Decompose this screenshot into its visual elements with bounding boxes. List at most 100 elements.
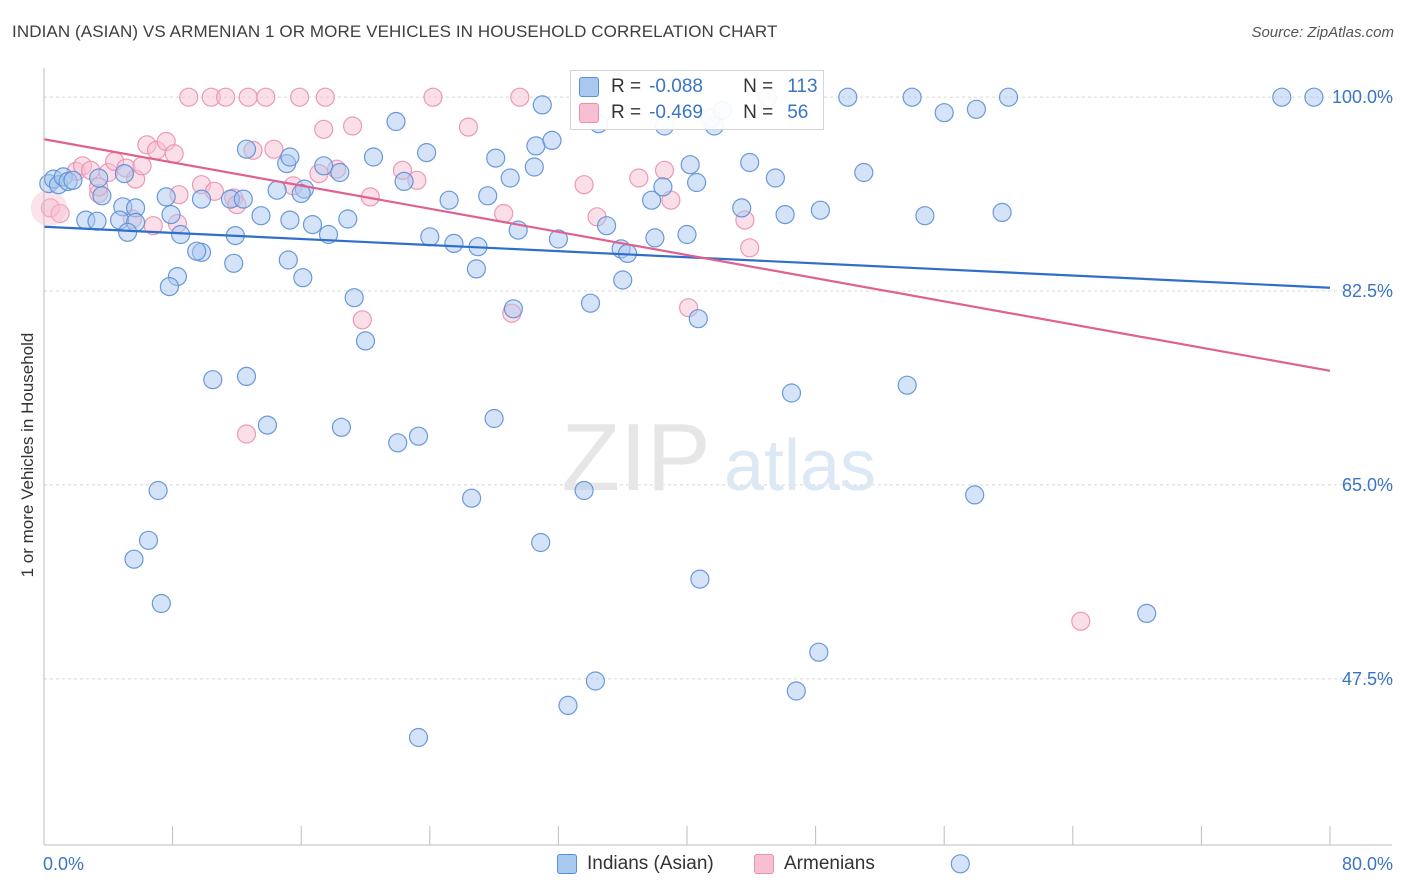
y-tick-label: 47.5% xyxy=(1342,669,1393,689)
data-point xyxy=(352,310,372,330)
data-point xyxy=(897,375,917,395)
data-point xyxy=(302,215,323,235)
stats-n-value: 56 xyxy=(787,102,809,123)
data-point xyxy=(1071,611,1091,631)
data-point xyxy=(236,139,257,159)
data-point xyxy=(781,383,802,403)
data-point xyxy=(1304,87,1324,107)
data-point xyxy=(992,202,1012,222)
data-point xyxy=(950,854,970,874)
data-point xyxy=(114,164,135,184)
legend-swatch-pink xyxy=(754,854,774,874)
data-point xyxy=(641,190,662,210)
chart-source: Source: ZipAtlas.com xyxy=(1251,24,1394,41)
data-point xyxy=(89,168,109,188)
data-point xyxy=(934,103,954,123)
data-point xyxy=(558,695,578,716)
axes: 100.0% 82.5% 65.0% 47.5% 0.0% 80.0% xyxy=(43,68,1393,874)
data-point xyxy=(203,370,223,390)
data-point xyxy=(408,727,429,748)
data-point xyxy=(574,480,594,501)
data-point xyxy=(92,186,112,206)
data-point xyxy=(138,530,159,550)
data-point xyxy=(613,270,633,290)
legend-item-indians[interactable]: Indians (Asian) xyxy=(557,853,714,875)
data-point xyxy=(257,415,277,435)
data-point xyxy=(458,117,478,137)
data-point xyxy=(132,156,152,176)
data-point xyxy=(462,488,482,508)
data-point xyxy=(1272,87,1292,107)
stats-swatch-blue xyxy=(579,77,599,97)
data-point xyxy=(363,147,384,167)
data-point xyxy=(420,227,440,247)
data-point xyxy=(732,198,752,218)
data-point xyxy=(526,136,546,156)
data-point xyxy=(233,189,253,209)
data-point xyxy=(314,119,334,139)
data-point xyxy=(915,206,935,226)
data-point xyxy=(388,433,408,453)
data-point xyxy=(264,139,284,159)
data-point xyxy=(344,288,364,308)
data-point xyxy=(484,408,504,429)
data-point xyxy=(293,268,313,288)
data-point xyxy=(191,189,212,209)
series-legend: Indians (Asian) Armenians xyxy=(0,850,1406,880)
data-point xyxy=(159,277,179,297)
data-point xyxy=(677,224,697,245)
data-point xyxy=(1137,603,1157,624)
data-point xyxy=(315,87,335,107)
data-point xyxy=(124,549,144,569)
data-point xyxy=(809,642,829,662)
y-tick-label: 65.0% xyxy=(1342,475,1393,495)
data-point xyxy=(902,87,922,107)
data-point xyxy=(478,186,498,206)
data-point xyxy=(786,681,806,701)
x-tick-label: 0.0% xyxy=(43,854,84,874)
stats-n-value: 113 xyxy=(787,76,818,97)
data-point xyxy=(740,238,760,258)
trend-line-indians xyxy=(43,225,1331,289)
data-point xyxy=(164,144,184,164)
data-point xyxy=(439,190,459,210)
data-point xyxy=(267,180,287,200)
data-point xyxy=(238,87,258,107)
data-point xyxy=(343,116,363,136)
data-point xyxy=(690,569,710,589)
data-point xyxy=(408,426,429,446)
data-point xyxy=(394,171,414,191)
trend-line-armenians xyxy=(43,138,1331,372)
data-point xyxy=(331,417,351,437)
stats-r-value: -0.469 xyxy=(649,102,703,123)
data-point xyxy=(355,331,376,351)
data-point xyxy=(548,229,569,249)
data-point xyxy=(532,95,552,115)
data-point xyxy=(775,205,795,225)
data-point xyxy=(236,424,257,444)
data-point xyxy=(574,175,594,195)
stats-row-armenians: R = -0.469 N = 56 xyxy=(579,101,808,125)
data-point xyxy=(998,87,1019,107)
data-point xyxy=(280,147,300,167)
x-tick-label: 80.0% xyxy=(1342,854,1393,874)
data-point xyxy=(280,210,300,230)
stats-r-label: R = xyxy=(611,76,642,97)
legend-item-armenians[interactable]: Armenians xyxy=(754,853,875,875)
data-point xyxy=(50,203,70,224)
data-point xyxy=(654,160,675,180)
data-point xyxy=(151,593,171,614)
data-point xyxy=(653,177,673,197)
data-point xyxy=(314,156,334,176)
y-tick-label: 100.0% xyxy=(1332,87,1393,107)
data-point xyxy=(444,233,464,253)
stats-n-label: N = xyxy=(743,102,774,123)
stats-n-label: N = xyxy=(743,76,774,97)
watermark: ZIP atlas xyxy=(561,404,876,511)
grid-layer xyxy=(44,96,1392,680)
data-point xyxy=(486,148,506,168)
data-point xyxy=(810,200,831,220)
data-point xyxy=(179,87,199,107)
data-point xyxy=(680,155,700,175)
